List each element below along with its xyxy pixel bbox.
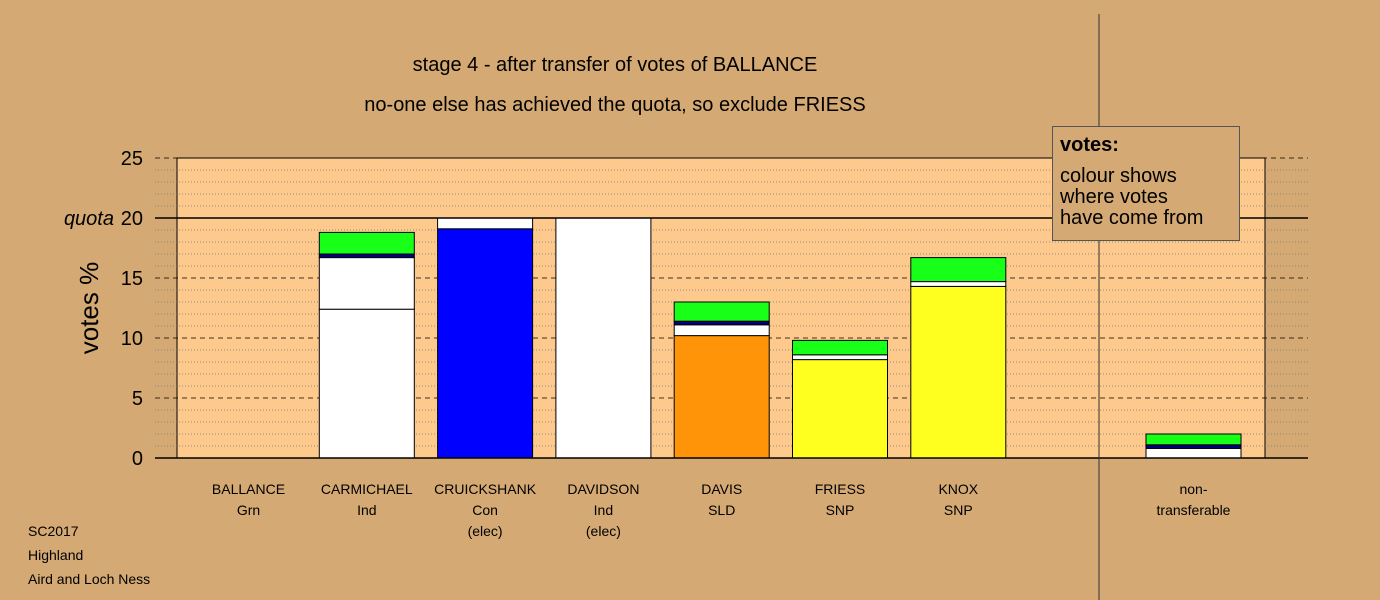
y-tick-label: 20 xyxy=(121,208,143,230)
y-tick-label: 10 xyxy=(121,328,143,350)
bar-friess-segment xyxy=(792,359,888,459)
y-axis-label: votes % xyxy=(74,262,104,355)
bar-davis-segment xyxy=(673,320,770,326)
y-tick-label: 5 xyxy=(132,388,143,410)
candidate-label: Con xyxy=(472,502,498,518)
footer-line: Highland xyxy=(28,547,84,563)
bar-cruickshank-segment xyxy=(437,228,534,459)
bar-knox-segment xyxy=(910,257,1007,283)
bar-friess-segment xyxy=(792,339,888,356)
candidate-label: (elec) xyxy=(468,523,503,539)
bar-davidson-segment xyxy=(555,217,652,459)
candidate-label: DAVIDSON xyxy=(567,481,639,497)
candidate-label: SNP xyxy=(826,502,855,518)
candidate-label: CARMICHAEL xyxy=(321,481,413,497)
footer: SC2017 Highland Aird and Loch Ness xyxy=(28,519,150,591)
bar-non-transferable-segment xyxy=(1145,444,1242,449)
bar-non-transferable-segment xyxy=(1145,447,1242,459)
candidate-label: BALLANCE xyxy=(212,481,285,497)
non-transferable-label: transferable xyxy=(1157,502,1231,518)
quota-label: quota xyxy=(64,208,114,230)
candidate-label: SNP xyxy=(944,502,973,518)
chart-title: stage 4 - after transfer of votes of BAL… xyxy=(412,54,818,76)
candidate-label: CRUICKSHANK xyxy=(434,481,537,497)
bar-davis-segment xyxy=(673,301,770,322)
legend-box: votes: colour shows where votes have com… xyxy=(1052,126,1240,241)
bar-carmichael-segment xyxy=(318,253,415,259)
candidate-label: Ind xyxy=(594,502,613,518)
footer-line: SC2017 xyxy=(28,523,79,539)
candidate-label: Ind xyxy=(357,502,376,518)
y-tick-label: 15 xyxy=(121,268,143,290)
non-transferable-label: non- xyxy=(1179,481,1207,497)
bar-carmichael-segment xyxy=(318,257,415,310)
y-tick-label: 0 xyxy=(132,448,143,470)
y-tick-label: 25 xyxy=(121,148,143,170)
bar-non-transferable-segment xyxy=(1145,433,1242,446)
candidate-label: SLD xyxy=(708,502,735,518)
legend-title: votes: xyxy=(1060,134,1119,156)
bar-carmichael-segment xyxy=(318,231,415,255)
candidate-label: FRIESS xyxy=(815,481,866,497)
bar-carmichael-segment xyxy=(318,308,415,459)
legend-line: where votes xyxy=(1060,186,1168,208)
bar-friess-segment xyxy=(792,354,888,361)
bar-knox-segment xyxy=(910,285,1007,459)
candidate-label: (elec) xyxy=(586,523,621,539)
legend-line: colour shows xyxy=(1060,165,1177,187)
bar-knox-segment xyxy=(910,281,1007,287)
footer-line: Aird and Loch Ness xyxy=(28,571,151,587)
bar-cruickshank-segment xyxy=(437,217,534,230)
chart-subtitle: no-one else has achieved the quota, so e… xyxy=(364,94,866,116)
legend-line: have come from xyxy=(1060,207,1204,229)
candidate-label: Grn xyxy=(237,502,260,518)
candidate-label: DAVIS xyxy=(701,481,742,497)
bar-davis-segment xyxy=(673,335,770,459)
bar-davis-segment xyxy=(673,324,770,337)
candidate-label: KNOX xyxy=(938,481,978,497)
